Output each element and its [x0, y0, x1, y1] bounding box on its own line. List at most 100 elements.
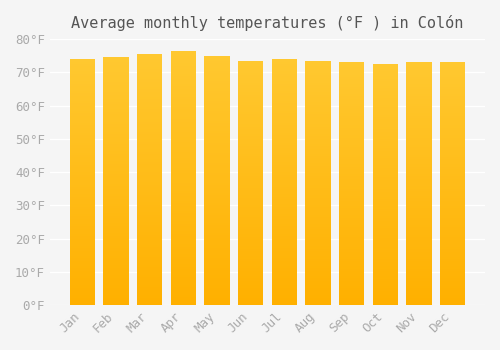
- Bar: [204, 123, 230, 126]
- Bar: [440, 65, 465, 67]
- Bar: [204, 103, 230, 106]
- Bar: [306, 293, 330, 295]
- Bar: [204, 133, 230, 135]
- Bar: [170, 216, 196, 219]
- Bar: [406, 79, 432, 82]
- Bar: [170, 71, 196, 74]
- Bar: [70, 64, 95, 66]
- Bar: [104, 92, 128, 94]
- Bar: [204, 253, 230, 255]
- Bar: [70, 81, 95, 84]
- Bar: [170, 86, 196, 89]
- Bar: [372, 136, 398, 139]
- Bar: [272, 64, 297, 66]
- Bar: [372, 103, 398, 105]
- Bar: [372, 100, 398, 103]
- Bar: [70, 192, 95, 194]
- Bar: [70, 295, 95, 298]
- Bar: [339, 96, 364, 99]
- Bar: [440, 273, 465, 276]
- Bar: [406, 113, 432, 116]
- Bar: [306, 261, 330, 264]
- Bar: [406, 67, 432, 70]
- Bar: [104, 149, 128, 152]
- Bar: [170, 280, 196, 282]
- Bar: [104, 169, 128, 171]
- Bar: [238, 276, 263, 278]
- Bar: [137, 137, 162, 139]
- Bar: [339, 101, 364, 104]
- Bar: [306, 246, 330, 249]
- Bar: [70, 180, 95, 182]
- Bar: [406, 75, 432, 77]
- Bar: [238, 298, 263, 300]
- Bar: [372, 199, 398, 201]
- Bar: [440, 198, 465, 201]
- Bar: [170, 198, 196, 201]
- Bar: [306, 185, 330, 188]
- Bar: [372, 153, 398, 156]
- Bar: [137, 220, 162, 222]
- Bar: [272, 231, 297, 234]
- Bar: [272, 131, 297, 133]
- Bar: [306, 112, 330, 114]
- Bar: [372, 156, 398, 158]
- Bar: [406, 273, 432, 276]
- Bar: [406, 191, 432, 194]
- Bar: [272, 79, 297, 81]
- Bar: [272, 241, 297, 244]
- Bar: [306, 298, 330, 300]
- Bar: [137, 162, 162, 164]
- Bar: [137, 215, 162, 217]
- Bar: [440, 125, 465, 128]
- Bar: [70, 98, 95, 101]
- Bar: [306, 166, 330, 168]
- Bar: [272, 86, 297, 89]
- Bar: [306, 122, 330, 124]
- Bar: [137, 237, 162, 240]
- Bar: [372, 247, 398, 250]
- Bar: [70, 133, 95, 135]
- Bar: [339, 111, 364, 113]
- Bar: [306, 163, 330, 166]
- Bar: [104, 243, 128, 246]
- Bar: [339, 106, 364, 108]
- Bar: [170, 51, 196, 53]
- Bar: [306, 276, 330, 278]
- Bar: [137, 124, 162, 127]
- Bar: [406, 94, 432, 96]
- Bar: [170, 142, 196, 145]
- Bar: [440, 167, 465, 169]
- Bar: [339, 194, 364, 196]
- Bar: [238, 124, 263, 127]
- Bar: [306, 219, 330, 222]
- Bar: [406, 288, 432, 290]
- Bar: [70, 74, 95, 76]
- Bar: [104, 67, 128, 70]
- Bar: [406, 62, 432, 65]
- Bar: [170, 130, 196, 132]
- Bar: [204, 295, 230, 298]
- Bar: [137, 92, 162, 94]
- Bar: [306, 146, 330, 149]
- Bar: [339, 237, 364, 239]
- Bar: [238, 239, 263, 241]
- Bar: [170, 81, 196, 84]
- Bar: [204, 300, 230, 302]
- Bar: [204, 175, 230, 178]
- Bar: [70, 288, 95, 290]
- Bar: [339, 196, 364, 198]
- Bar: [104, 134, 128, 136]
- Bar: [238, 85, 263, 88]
- Bar: [272, 261, 297, 263]
- Bar: [272, 177, 297, 180]
- Bar: [137, 139, 162, 142]
- Bar: [238, 205, 263, 207]
- Bar: [137, 160, 162, 162]
- Bar: [272, 204, 297, 206]
- Bar: [204, 270, 230, 273]
- Bar: [406, 167, 432, 169]
- Bar: [104, 248, 128, 251]
- Bar: [440, 223, 465, 225]
- Bar: [372, 139, 398, 141]
